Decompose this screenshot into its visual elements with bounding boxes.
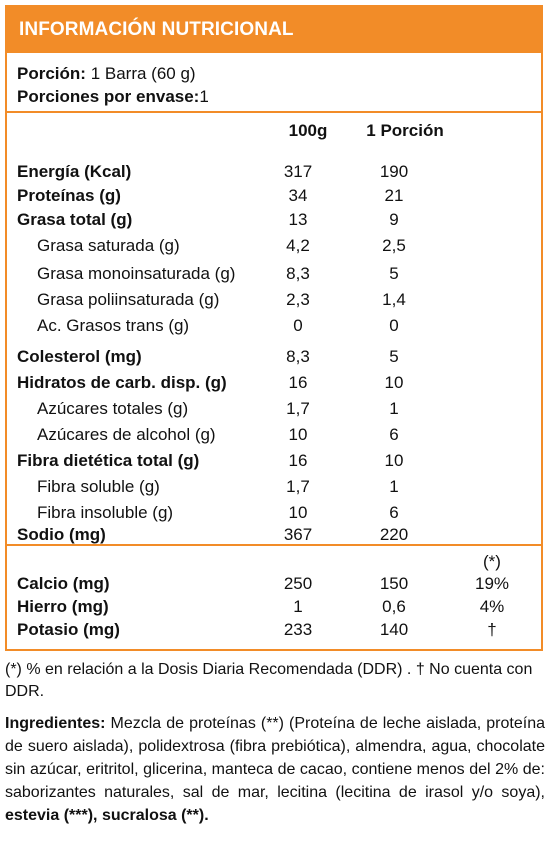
ddr-column-header: (*) bbox=[483, 552, 501, 571]
value-portion: 1 bbox=[389, 477, 399, 496]
portion-value: 1 Barra (60 g) bbox=[90, 64, 196, 83]
value-100g: 250 bbox=[283, 574, 313, 593]
value-100g: 13 bbox=[288, 210, 308, 229]
footnote: (*) % en relación a la Dosis Diaria Reco… bbox=[5, 661, 533, 700]
value-ddr: 4% bbox=[479, 597, 505, 616]
column-header-portion: 1 Porción bbox=[366, 121, 444, 140]
value-100g: 1,7 bbox=[286, 399, 310, 418]
nutrient-name: Fibra dietética total (g) bbox=[17, 451, 200, 470]
value-100g: 8,3 bbox=[286, 264, 310, 283]
nutrient-name: Grasa saturada (g) bbox=[37, 236, 180, 255]
value-portion: 1,4 bbox=[382, 290, 406, 309]
column-header-100g: 100g bbox=[288, 121, 328, 140]
nutrient-name: Fibra insoluble (g) bbox=[37, 503, 174, 522]
servings-label: Porciones por envase: bbox=[17, 87, 200, 106]
value-portion: 10 bbox=[384, 373, 404, 392]
value-100g: 0 bbox=[293, 316, 303, 335]
value-100g: 16 bbox=[288, 373, 308, 392]
mineral-name: Calcio (mg) bbox=[17, 574, 110, 593]
value-100g: 8,3 bbox=[286, 347, 310, 366]
value-portion: 0,6 bbox=[382, 597, 406, 616]
value-portion: 21 bbox=[384, 186, 404, 205]
value-100g: 16 bbox=[288, 451, 308, 470]
value-100g: 367 bbox=[283, 525, 313, 544]
value-portion: 220 bbox=[379, 525, 409, 544]
value-100g: 1,7 bbox=[286, 477, 310, 496]
value-ddr: 19% bbox=[474, 574, 510, 593]
nutrient-name: Energía (Kcal) bbox=[17, 162, 132, 181]
value-100g: 10 bbox=[288, 503, 308, 522]
nutrient-name: Grasa total (g) bbox=[17, 210, 133, 229]
value-portion: 1 bbox=[389, 399, 399, 418]
ingredients-bold-tail: estevia (***), sucralosa (**). bbox=[5, 807, 209, 824]
panel-title: INFORMACIÓN NUTRICIONAL bbox=[19, 19, 294, 40]
mineral-name: Potasio (mg) bbox=[17, 620, 120, 639]
ingredients: Ingredientes: Mezcla de proteínas (**) (… bbox=[5, 712, 545, 827]
value-100g: 1 bbox=[293, 597, 303, 616]
value-portion: 0 bbox=[389, 316, 399, 335]
value-portion: 150 bbox=[379, 574, 409, 593]
value-100g: 2,3 bbox=[286, 290, 310, 309]
value-100g: 233 bbox=[283, 620, 313, 639]
nutrient-name: Proteínas (g) bbox=[17, 186, 121, 205]
value-100g: 10 bbox=[288, 425, 308, 444]
value-100g: 317 bbox=[283, 162, 313, 181]
ingredients-text: Mezcla de proteínas (**) (Proteína de le… bbox=[5, 715, 545, 801]
nutrient-name: Azúcares totales (g) bbox=[37, 399, 189, 418]
nutrient-name: Colesterol (mg) bbox=[17, 347, 142, 366]
servings-value: 1 bbox=[199, 87, 209, 106]
nutrient-name: Grasa monoinsaturada (g) bbox=[37, 264, 236, 283]
value-portion: 5 bbox=[389, 347, 399, 366]
value-portion: 6 bbox=[389, 425, 399, 444]
value-portion: 190 bbox=[379, 162, 409, 181]
value-ddr: † bbox=[487, 620, 497, 639]
value-100g: 4,2 bbox=[286, 236, 310, 255]
ingredients-label: Ingredientes: bbox=[5, 715, 106, 732]
nutrient-name: Ac. Grasos trans (g) bbox=[37, 316, 190, 335]
nutrient-name: Azúcares de alcohol (g) bbox=[37, 425, 216, 444]
value-portion: 140 bbox=[379, 620, 409, 639]
panel-header: INFORMACIÓN NUTRICIONAL bbox=[7, 7, 541, 53]
value-portion: 9 bbox=[389, 210, 399, 229]
nutrient-name: Sodio (mg) bbox=[17, 525, 106, 544]
value-100g: 34 bbox=[288, 186, 308, 205]
nutrient-name: Hidratos de carb. disp. (g) bbox=[17, 373, 227, 392]
servings-line: Porciones por envase:1 bbox=[17, 87, 209, 107]
nutrient-name: Grasa poliinsaturada (g) bbox=[37, 290, 220, 309]
portion-line: Porción: 1 Barra (60 g) bbox=[17, 64, 196, 84]
nutrition-facts-panel: INFORMACIÓN NUTRICIONAL Porción: 1 Barra… bbox=[5, 5, 543, 651]
value-portion: 10 bbox=[384, 451, 404, 470]
divider bbox=[7, 544, 541, 546]
nutrient-name: Fibra soluble (g) bbox=[37, 477, 160, 496]
mineral-name: Hierro (mg) bbox=[17, 597, 109, 616]
value-portion: 5 bbox=[389, 264, 399, 283]
value-portion: 2,5 bbox=[382, 236, 406, 255]
divider bbox=[7, 111, 541, 113]
value-portion: 6 bbox=[389, 503, 399, 522]
portion-label: Porción: bbox=[17, 64, 86, 83]
